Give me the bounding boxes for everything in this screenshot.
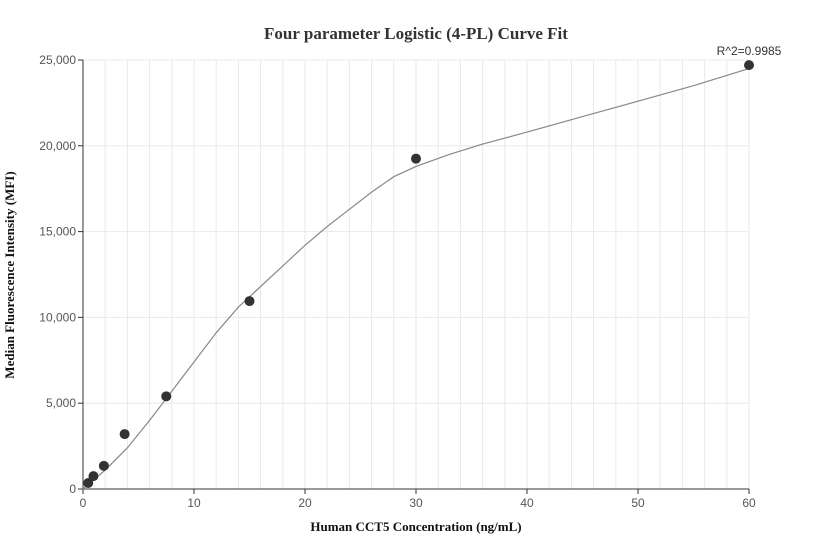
y-tick-label: 25,000 — [39, 53, 76, 67]
data-point — [98, 460, 109, 471]
x-tick-label: 40 — [520, 496, 534, 510]
data-points — [83, 60, 754, 488]
data-point — [244, 296, 255, 307]
data-point — [411, 153, 421, 164]
data-point — [119, 429, 130, 440]
x-tick-label: 10 — [187, 496, 201, 510]
x-tick-label: 20 — [298, 496, 312, 510]
data-point — [88, 471, 99, 482]
r-squared-annotation: R^2=0.9985 — [717, 44, 782, 58]
x-axis-title: Human CCT5 Concentration (ng/mL) — [310, 519, 521, 534]
y-tick-label: 0 — [69, 482, 76, 496]
y-axis-ticks: 0 5,000 10,000 15,000 20,000 25,000 — [39, 53, 83, 496]
x-axis-ticks: 0 10 20 30 40 50 60 — [80, 489, 756, 510]
data-point — [161, 391, 172, 402]
x-tick-label: 50 — [631, 496, 645, 510]
y-tick-label: 20,000 — [39, 139, 76, 153]
y-tick-label: 5,000 — [46, 396, 76, 410]
y-tick-label: 15,000 — [39, 225, 76, 239]
y-tick-label: 10,000 — [39, 310, 76, 324]
x-tick-label: 0 — [80, 496, 87, 510]
x-tick-label: 60 — [742, 496, 756, 510]
y-axis-title: Median Fluorescence Intensity (MFI) — [2, 171, 17, 378]
data-point — [83, 477, 94, 488]
chart-title: Four parameter Logistic (4-PL) Curve Fit — [264, 24, 568, 43]
grid-lines — [82, 59, 750, 490]
x-tick-label: 30 — [409, 496, 423, 510]
data-point — [744, 60, 754, 71]
